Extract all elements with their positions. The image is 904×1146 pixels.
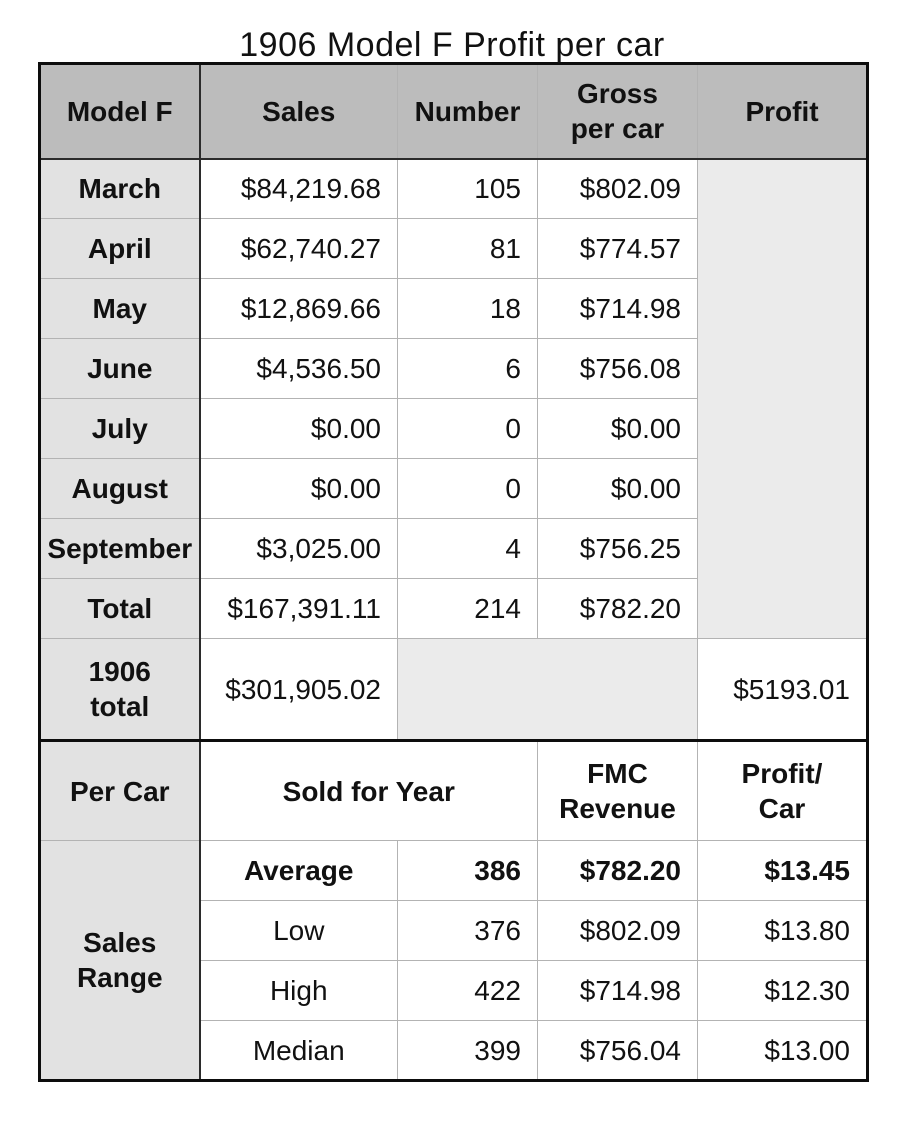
header-sales: Sales [199, 63, 398, 160]
cell-june-sales: $4,536.50 [199, 338, 398, 399]
table-row-march: March $84,219.68 105 $802.09 [39, 158, 868, 639]
header-profit: Profit [697, 63, 868, 160]
cell-september-gross: $756.25 [537, 518, 698, 579]
header-profit-per-car: Profit/ Car [697, 739, 868, 841]
table-row-low: Low 376 $802.09 $13.80 [40, 900, 868, 961]
cell-low-profit-car: $13.80 [697, 900, 868, 961]
row-label-may: May [39, 278, 201, 339]
row-label-july: July [39, 398, 201, 459]
cell-low-revenue: $802.09 [537, 900, 698, 961]
cell-median-sold: 399 [397, 1020, 538, 1081]
header-number: Number [397, 63, 538, 160]
cell-august-sales: $0.00 [199, 458, 398, 519]
table-row-july: July $0.00 0 $0.00 [39, 398, 868, 459]
profit-table: Model F Sales Number Gross per car Profi… [38, 62, 869, 1082]
cell-september-number: 4 [397, 518, 538, 579]
table-row-median: Median 399 $756.04 $13.00 [40, 1020, 868, 1081]
cell-median-label: Median [199, 1020, 398, 1081]
page-title: 1906 Model F Profit per car [239, 26, 665, 64]
cell-median-revenue: $756.04 [537, 1020, 698, 1081]
cell-average-profit-car: $13.45 [697, 840, 868, 901]
cell-march-sales: $84,219.68 [199, 158, 398, 219]
cell-1906-sales: $301,905.02 [199, 638, 398, 741]
header-fmc-revenue: FMC Revenue [537, 739, 698, 841]
table-row-1906-total: 1906 total $301,905.02 $5193.01 [39, 638, 868, 741]
row-label-september: September [39, 518, 201, 579]
table-row-june: June $4,536.50 6 $756.08 [39, 338, 868, 399]
table-header-row: Model F Sales Number Gross per car Profi… [39, 63, 868, 160]
cell-average-revenue: $782.20 [537, 840, 698, 901]
cell-may-sales: $12,869.66 [199, 278, 398, 339]
header-per-car: Per Car [39, 739, 201, 841]
cell-april-gross: $774.57 [537, 218, 698, 279]
cell-march-gross: $802.09 [537, 158, 698, 219]
cell-july-number: 0 [397, 398, 538, 459]
header-sold-for-year: Sold for Year [199, 739, 538, 841]
row-label-june: June [39, 338, 201, 399]
cell-may-number: 18 [397, 278, 538, 339]
cell-total-gross: $782.20 [537, 578, 698, 639]
cell-april-number: 81 [397, 218, 538, 279]
table-row-total: Total $167,391.11 214 $782.20 [39, 578, 868, 639]
per-car-header-row: Per Car Sold for Year FMC Revenue Profit… [39, 739, 868, 841]
row-label-august: August [39, 458, 201, 519]
profit-empty-merged-cell [697, 158, 868, 639]
cell-march-number: 105 [397, 158, 538, 219]
cell-total-number: 214 [397, 578, 538, 639]
table-row-may: May $12,869.66 18 $714.98 [39, 278, 868, 339]
cell-high-label: High [199, 960, 398, 1021]
cell-low-sold: 376 [397, 900, 538, 961]
table-row-average: Sales Range Average 386 $782.20 $13.45 [39, 840, 868, 1081]
row-label-march: March [39, 158, 201, 219]
header-model-f: Model F [39, 63, 201, 160]
cell-june-gross: $756.08 [537, 338, 698, 399]
cell-july-sales: $0.00 [199, 398, 398, 459]
row-label-april: April [39, 218, 201, 279]
cell-june-number: 6 [397, 338, 538, 399]
cell-1906-profit: $5193.01 [697, 638, 868, 741]
header-gross-per-car: Gross per car [537, 63, 698, 160]
cell-april-sales: $62,740.27 [199, 218, 398, 279]
cell-august-number: 0 [397, 458, 538, 519]
row-label-1906-total: 1906 total [39, 638, 201, 741]
cell-average-label: Average [199, 840, 398, 901]
cell-median-profit-car: $13.00 [697, 1020, 868, 1081]
cell-may-gross: $714.98 [537, 278, 698, 339]
row-label-total: Total [39, 578, 201, 639]
cell-average-sold: 386 [397, 840, 538, 901]
row-label-sales-range: Sales Range [39, 840, 201, 1081]
cell-high-sold: 422 [397, 960, 538, 1021]
cell-july-gross: $0.00 [537, 398, 698, 459]
cell-september-sales: $3,025.00 [199, 518, 398, 579]
cell-total-sales: $167,391.11 [199, 578, 398, 639]
cell-high-profit-car: $12.30 [697, 960, 868, 1021]
cell-low-label: Low [199, 900, 398, 961]
year-total-empty-merged-cell [397, 638, 698, 741]
cell-high-revenue: $714.98 [537, 960, 698, 1021]
cell-august-gross: $0.00 [537, 458, 698, 519]
